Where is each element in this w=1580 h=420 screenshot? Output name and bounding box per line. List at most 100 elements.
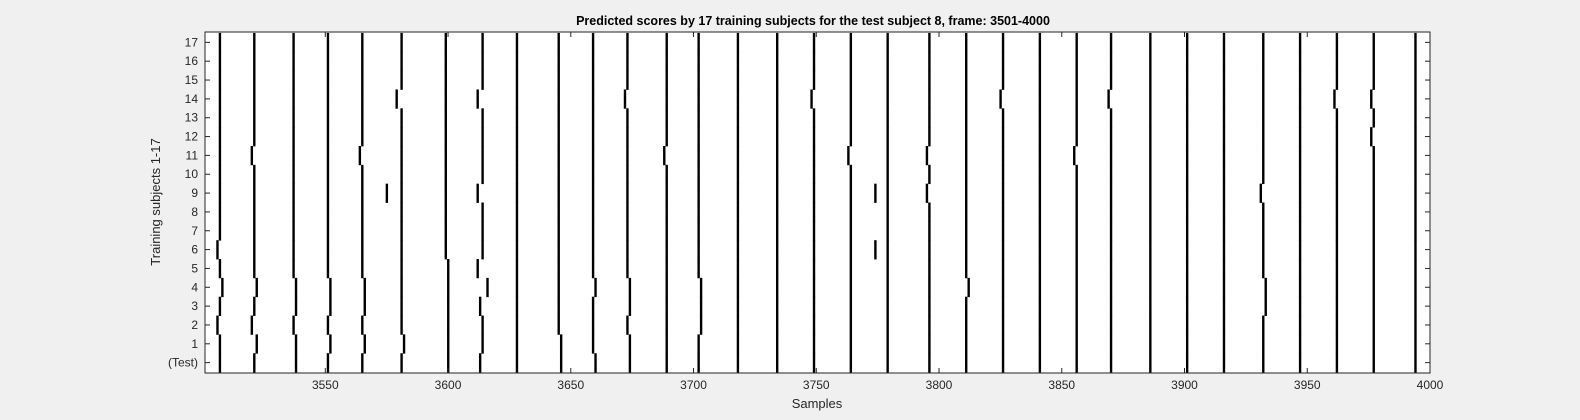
score-mark: [1001, 164, 1005, 185]
score-mark: [557, 183, 560, 203]
x-tick-label: 3650: [557, 378, 584, 392]
score-mark: [665, 221, 668, 241]
score-mark: [965, 202, 968, 222]
row-16: [218, 51, 1417, 72]
score-mark: [1149, 51, 1152, 72]
score-mark: [1414, 51, 1417, 72]
score-mark: [1372, 221, 1375, 241]
score-mark: [361, 240, 364, 260]
score-mark: [1038, 277, 1042, 298]
score-mark: [965, 108, 968, 128]
score-mark: [1107, 89, 1110, 109]
score-mark: [965, 334, 968, 354]
score-mark: [400, 108, 403, 128]
score-mark: [1075, 32, 1078, 53]
row-15: [218, 70, 1417, 90]
score-mark: [292, 89, 295, 109]
score-mark: [481, 127, 484, 147]
score-mark: [1001, 221, 1005, 241]
score-mark: [515, 51, 519, 72]
score-mark: [1109, 334, 1113, 354]
score-mark: [326, 145, 330, 166]
score-mark: [250, 145, 254, 166]
score-mark: [1372, 145, 1375, 166]
score-mark: [1001, 353, 1005, 373]
score-mark: [697, 353, 700, 373]
score-mark: [326, 32, 330, 53]
score-mark: [928, 89, 931, 109]
score-mark: [292, 202, 295, 222]
score-mark: [1109, 32, 1113, 53]
score-mark: [626, 202, 629, 222]
score-mark: [218, 145, 222, 166]
score-mark: [218, 183, 222, 203]
score-mark: [965, 353, 968, 373]
score-mark: [1222, 202, 1226, 222]
score-mark: [1185, 240, 1189, 260]
score-mark: [812, 70, 816, 90]
score-mark: [444, 145, 447, 166]
score-mark: [665, 240, 668, 260]
score-mark: [736, 70, 740, 90]
score-mark: [1298, 277, 1302, 298]
score-mark: [775, 240, 779, 260]
row-1: [218, 334, 1417, 354]
row-5: [218, 259, 1417, 279]
score-mark: [697, 240, 700, 260]
y-tick-label: 17: [185, 35, 199, 49]
score-mark: [928, 127, 931, 147]
score-mark: [218, 202, 222, 222]
score-mark: [1185, 127, 1189, 147]
score-mark: [1335, 51, 1339, 72]
score-mark: [849, 277, 853, 298]
score-mark: [886, 221, 889, 241]
score-mark: [1038, 183, 1042, 203]
score-mark: [775, 145, 779, 166]
score-mark: [928, 334, 931, 354]
score-mark: [326, 353, 330, 373]
score-mark: [1414, 259, 1417, 279]
score-mark: [1335, 145, 1339, 166]
score-mark: [363, 334, 366, 354]
score-mark: [515, 202, 519, 222]
score-mark: [591, 240, 595, 260]
score-mark: [1414, 353, 1417, 373]
score-mark: [515, 145, 519, 166]
score-mark: [591, 70, 595, 90]
score-mark: [626, 259, 629, 279]
score-mark: [775, 89, 779, 109]
score-mark: [965, 259, 968, 279]
score-mark: [775, 259, 779, 279]
score-mark: [221, 277, 224, 298]
score-mark: [400, 202, 403, 222]
score-mark: [1414, 145, 1417, 166]
score-mark: [628, 353, 632, 373]
score-mark: [699, 296, 703, 316]
score-mark: [965, 32, 968, 53]
y-axis-label: Training subjects 1-17: [148, 138, 163, 265]
y-tick-label: 3: [191, 299, 198, 313]
score-mark: [255, 334, 258, 354]
score-mark: [326, 202, 330, 222]
score-mark: [253, 259, 256, 279]
score-mark: [481, 70, 484, 90]
score-mark: [1149, 183, 1152, 203]
score-mark: [1185, 164, 1189, 185]
score-mark: [1109, 145, 1113, 166]
score-mark: [218, 89, 222, 109]
score-mark: [1335, 183, 1339, 203]
score-mark: [1038, 240, 1042, 260]
score-mark: [444, 89, 447, 109]
row-2: [216, 315, 1417, 335]
score-mark: [928, 277, 931, 298]
row-3: [218, 296, 1417, 316]
score-mark: [1149, 145, 1152, 166]
score-mark: [1222, 259, 1226, 279]
score-mark: [218, 108, 222, 128]
score-mark: [1262, 145, 1265, 166]
score-mark: [1075, 240, 1078, 260]
score-mark: [363, 277, 366, 298]
score-mark: [1109, 240, 1113, 260]
score-mark: [1264, 296, 1267, 316]
score-mark: [812, 240, 816, 260]
